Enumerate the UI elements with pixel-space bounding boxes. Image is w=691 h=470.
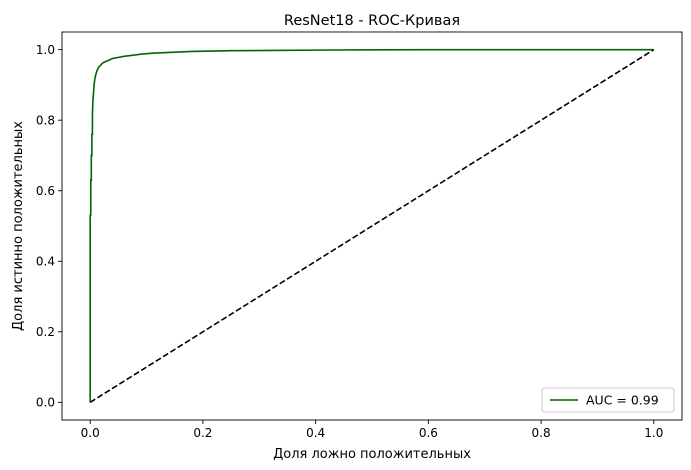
y-tick-label: 0.0	[36, 396, 55, 410]
x-axis-label: Доля ложно положительных	[273, 447, 471, 462]
x-tick-label: 0.6	[419, 426, 438, 440]
y-axis-ticks: 0.0 0.2 0.4 0.6 0.8 1.0	[36, 43, 62, 410]
y-tick-label: 0.4	[36, 254, 55, 268]
x-axis-ticks: 0.0 0.2 0.4 0.6 0.8 1.0	[81, 420, 663, 440]
legend-box	[541, 387, 675, 413]
x-tick-label: 0.0	[81, 426, 100, 440]
roc-curve-line	[89, 48, 654, 403]
x-tick-label: 1.0	[644, 426, 663, 440]
y-tick-label: 0.8	[36, 113, 55, 127]
chart-title: ResNet18 - ROC-Кривая	[284, 13, 460, 29]
plot-frame	[61, 31, 683, 421]
y-tick-label: 0.2	[36, 325, 55, 339]
diagonal-reference-line	[89, 48, 655, 404]
x-tick-label: 0.8	[532, 426, 551, 440]
y-tick-label: 0.6	[36, 184, 55, 198]
legend: AUC = 0.99	[541, 387, 675, 413]
y-tick-label: 1.0	[36, 43, 55, 57]
x-tick-label: 0.4	[306, 426, 325, 440]
x-tick-label: 0.2	[193, 426, 212, 440]
y-axis-label: Доля истинно положительных	[11, 121, 26, 331]
legend-entry-label: AUC = 0.99	[586, 393, 659, 408]
plot-area	[61, 31, 683, 421]
